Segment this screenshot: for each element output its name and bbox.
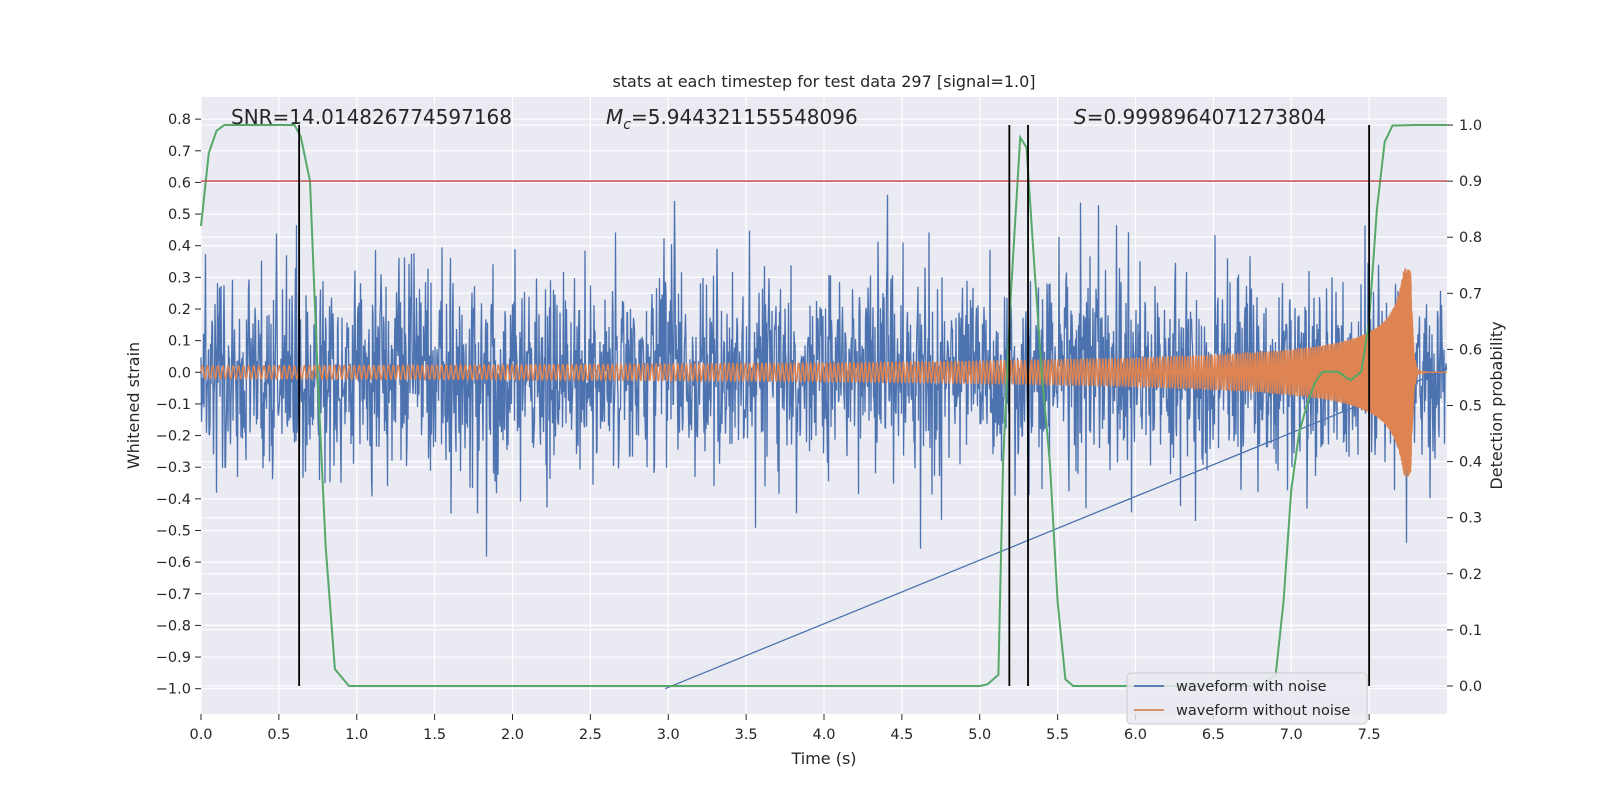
x-tick-label: 2.5 (579, 727, 602, 743)
x-axis-label: Time (s) (790, 749, 856, 768)
y2-tick-label: 0.7 (1459, 286, 1482, 302)
y2-tick-label: 0.4 (1459, 455, 1482, 471)
x-axis-ticks: 0.0 0.5 1.0 1.5 2.0 2.5 3.0 3.5 4.0 4.5 5.0 5.5 6.0 6… (189, 714, 1381, 743)
y-tick-label: −0.5 (156, 523, 191, 539)
y-tick-label: 0.4 (168, 239, 191, 255)
y2-tick-label: 0.2 (1459, 567, 1482, 583)
x-tick-label: 7.0 (1280, 727, 1303, 743)
y2-tick-label: 0.9 (1459, 174, 1482, 190)
x-tick-label: 6.5 (1202, 727, 1225, 743)
annotation-snr: SNR=14.014826774597168 (231, 105, 512, 129)
y-tick-label: −0.3 (156, 460, 191, 476)
y-tick-label: 0.3 (168, 270, 191, 286)
x-tick-label: 5.5 (1046, 727, 1069, 743)
x-tick-label: 1.0 (345, 727, 368, 743)
x-tick-label: 6.0 (1124, 727, 1147, 743)
x-tick-label: 3.0 (657, 727, 680, 743)
series-waveform-with-noise (200, 194, 1448, 690)
series-waveform-without-noise (200, 268, 1447, 477)
x-tick-label: 5.0 (968, 727, 991, 743)
y-tick-label: −0.6 (156, 555, 191, 571)
y-tick-label: 0.0 (168, 365, 191, 381)
x-tick-label: 4.5 (890, 727, 913, 743)
x-tick-label: 7.5 (1358, 727, 1381, 743)
x-tick-label: 0.0 (189, 727, 212, 743)
y2-tick-label: 0.8 (1459, 230, 1482, 246)
y-tick-label: −1.0 (156, 682, 191, 698)
y-tick-label: −0.7 (156, 587, 191, 603)
y2-tick-label: 0.1 (1459, 623, 1482, 639)
y-tick-label: −0.9 (156, 650, 191, 666)
reference-lines (201, 125, 1447, 686)
y-tick-label: 0.6 (168, 175, 191, 191)
y-tick-label: 0.5 (168, 207, 191, 223)
annotation-detection-statistic: S=0.9998964071273804 (1074, 105, 1326, 129)
y-tick-label: 0.2 (168, 302, 191, 318)
y-tick-label: −0.4 (156, 492, 191, 508)
mc-symbol: M (606, 105, 623, 129)
mc-subscript: c (623, 117, 631, 133)
y2-tick-label: 0.6 (1459, 342, 1482, 358)
legend-box (1126, 672, 1368, 725)
y-axis-ticks: 0.8 0.7 0.6 0.5 0.4 0.3 0.2 0.1 0.0 −0.1 −0.2 −0.3 −… (156, 112, 201, 698)
mc-value: =5.944321155548096 (631, 105, 858, 129)
x-tick-label: 4.0 (812, 727, 835, 743)
y-tick-label: −0.2 (156, 429, 191, 445)
y2-tick-label: 0.0 (1459, 679, 1482, 695)
legend: waveform with noise waveform without noi… (1126, 672, 1368, 725)
noise-trace (200, 194, 1448, 690)
y2-tick-label: 1.0 (1459, 118, 1482, 134)
y-tick-label: 0.8 (168, 112, 191, 128)
y-tick-label: 0.1 (168, 334, 191, 350)
x-tick-label: 0.5 (267, 727, 290, 743)
y2-tick-label: 0.5 (1459, 399, 1482, 415)
x-tick-label: 1.5 (423, 727, 446, 743)
chart-title: stats at each timestep for test data 297… (612, 72, 1035, 91)
y-axis-label: Whitened strain (124, 342, 143, 469)
y2-axis-ticks: 1.0 0.9 0.8 0.7 0.6 0.5 0.4 0.3 0.2 0.1 0.0 (1447, 118, 1482, 695)
y2-tick-label: 0.3 (1459, 511, 1482, 527)
s-symbol: S (1074, 105, 1087, 129)
x-tick-label: 2.0 (501, 727, 524, 743)
legend-label-with-noise: waveform with noise (1176, 679, 1327, 695)
y-tick-label: −0.1 (156, 397, 191, 413)
legend-label-without-noise: waveform without noise (1176, 703, 1350, 719)
y2-axis-label: Detection probability (1487, 321, 1506, 489)
s-value: =0.9998964071273804 (1087, 105, 1326, 129)
x-tick-label: 3.5 (735, 727, 758, 743)
clean-trace (200, 268, 1447, 477)
y-tick-label: 0.7 (168, 144, 191, 160)
y-tick-label: −0.8 (156, 618, 191, 634)
annotation-chirp-mass: Mc=5.944321155548096 (606, 105, 858, 133)
